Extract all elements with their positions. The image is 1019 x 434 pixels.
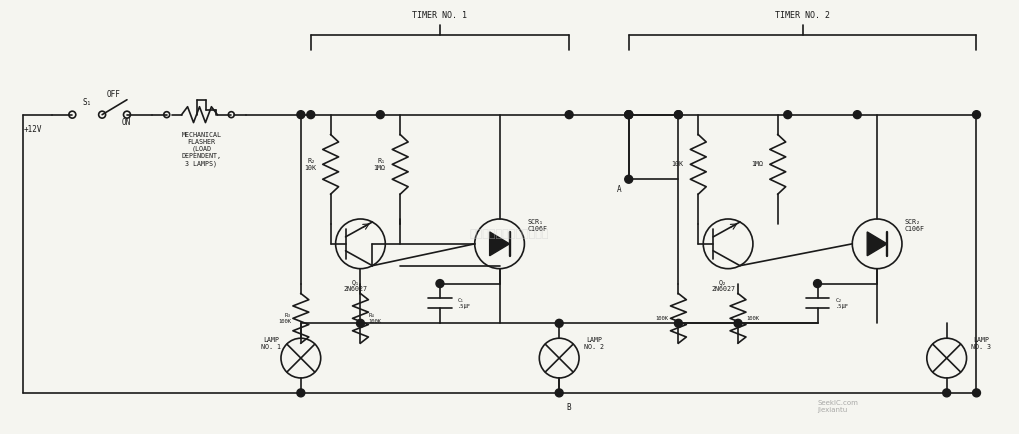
Circle shape — [675, 111, 683, 118]
Circle shape — [943, 389, 951, 397]
Circle shape — [566, 111, 573, 118]
Text: 100K: 100K — [746, 316, 759, 321]
Circle shape — [625, 111, 633, 118]
Text: OFF: OFF — [107, 90, 121, 99]
Circle shape — [625, 175, 633, 183]
Circle shape — [972, 111, 980, 118]
Circle shape — [675, 111, 683, 118]
Polygon shape — [489, 232, 510, 256]
Text: SCR₂
C106F: SCR₂ C106F — [905, 220, 925, 233]
Text: B: B — [567, 403, 572, 412]
Circle shape — [734, 319, 742, 327]
Text: 杭州将霆科技股份有限公司: 杭州将霆科技股份有限公司 — [470, 229, 549, 239]
Circle shape — [357, 319, 365, 327]
Text: LAMP
NO. 2: LAMP NO. 2 — [584, 337, 604, 350]
Circle shape — [625, 111, 633, 118]
Text: LAMP
NO. 1: LAMP NO. 1 — [261, 337, 281, 350]
Circle shape — [436, 279, 444, 288]
Text: 1MΩ: 1MΩ — [751, 161, 763, 168]
Text: LAMP
NO. 3: LAMP NO. 3 — [971, 337, 991, 350]
Text: ON: ON — [122, 118, 131, 127]
Text: SCR₁
C106F: SCR₁ C106F — [528, 220, 547, 233]
Circle shape — [555, 319, 564, 327]
Circle shape — [625, 111, 633, 118]
Text: R₄
100K: R₄ 100K — [369, 313, 381, 324]
Circle shape — [376, 111, 384, 118]
Text: Q₂
2N6027: Q₂ 2N6027 — [711, 279, 735, 292]
Circle shape — [675, 319, 683, 327]
Circle shape — [972, 389, 980, 397]
Text: R₃
100K: R₃ 100K — [278, 313, 290, 324]
Circle shape — [555, 389, 564, 397]
Text: C₂
.5μF: C₂ .5μF — [836, 298, 849, 309]
Text: 10K: 10K — [672, 161, 684, 168]
Circle shape — [307, 111, 315, 118]
Text: SeekIC.com
jiexiantu: SeekIC.com jiexiantu — [817, 400, 858, 413]
Circle shape — [297, 111, 305, 118]
Text: TIMER NO. 1: TIMER NO. 1 — [413, 11, 468, 20]
Text: R₂
10K: R₂ 10K — [304, 158, 316, 171]
Text: S₁: S₁ — [83, 98, 92, 107]
Polygon shape — [867, 232, 888, 256]
Circle shape — [784, 111, 792, 118]
Text: TIMER NO. 2: TIMER NO. 2 — [775, 11, 830, 20]
Circle shape — [813, 279, 821, 288]
Text: A: A — [616, 185, 622, 194]
Circle shape — [853, 111, 861, 118]
Text: C₁
.5μF: C₁ .5μF — [458, 298, 471, 309]
Text: R₁
1MΩ: R₁ 1MΩ — [373, 158, 385, 171]
Text: Q₁
2N6027: Q₁ 2N6027 — [343, 279, 368, 292]
Circle shape — [297, 389, 305, 397]
Text: MECHANICAL
FLASHER
(LOAD
DEPENDENT,
3 LAMPS): MECHANICAL FLASHER (LOAD DEPENDENT, 3 LA… — [181, 132, 221, 167]
Text: 100K: 100K — [655, 316, 668, 321]
Text: +12V: +12V — [23, 125, 42, 134]
